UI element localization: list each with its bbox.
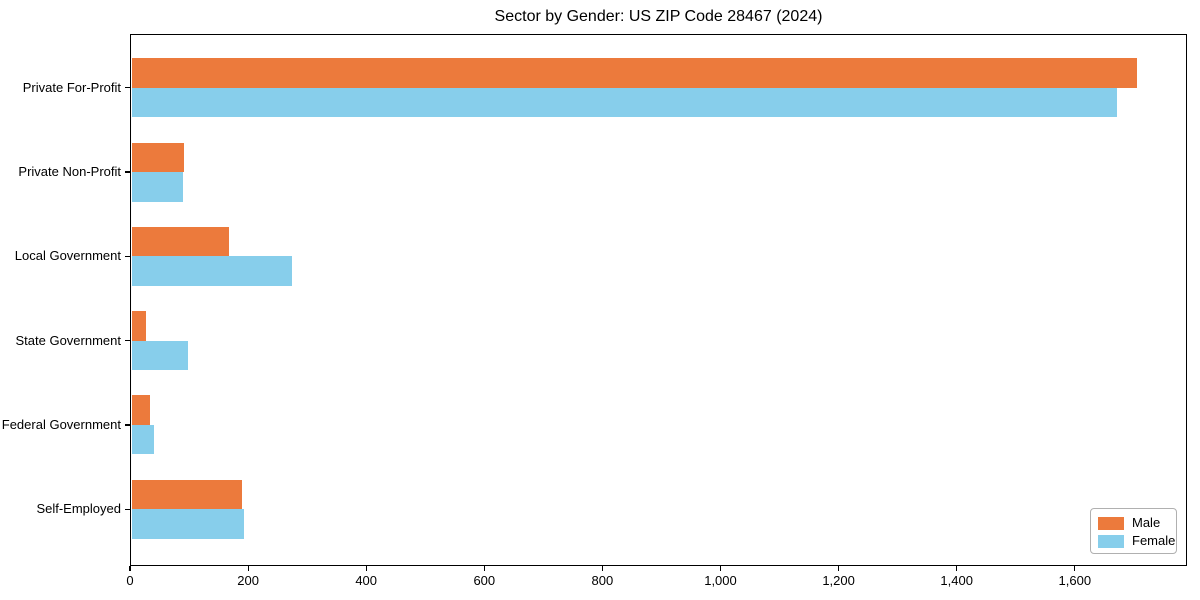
y-tick-mark	[125, 171, 130, 173]
x-tick-mark	[956, 566, 958, 571]
y-tick-mark	[125, 255, 130, 257]
bar-male-3	[131, 226, 229, 257]
legend-label-female: Female	[1132, 533, 1176, 548]
x-tick-label: 1,400	[940, 573, 973, 588]
y-tick-label: Private Non-Profit	[18, 164, 121, 180]
x-tick-mark	[838, 566, 840, 571]
x-tick-label: 0	[126, 573, 134, 588]
bar-male-2	[131, 142, 184, 173]
bar-female-5	[131, 424, 154, 455]
y-tick-label: State Government	[15, 332, 122, 348]
bar-male-5	[131, 395, 151, 425]
bar-male-1	[131, 58, 1137, 88]
legend-swatch-female	[1098, 534, 1124, 548]
x-tick-mark	[483, 566, 485, 571]
x-tick-label: 800	[591, 573, 614, 588]
legend-swatch-male	[1098, 516, 1124, 530]
x-tick-mark	[601, 566, 603, 571]
chart-title: Sector by Gender: US ZIP Code 28467 (202…	[494, 8, 823, 25]
bar-male-4	[131, 311, 146, 341]
y-tick-label: Private For-Profit	[22, 79, 121, 95]
plot-area	[130, 34, 1187, 566]
x-tick-mark	[247, 566, 249, 571]
x-tick-label: 600	[473, 573, 496, 588]
x-tick-label: 1,200	[822, 573, 855, 588]
y-tick-label: Federal Government	[1, 416, 121, 432]
bar-female-1	[131, 87, 1118, 118]
y-tick-mark	[125, 508, 130, 510]
x-tick-label: 1,000	[704, 573, 737, 588]
y-tick-mark	[125, 340, 130, 342]
x-tick-label: 1,600	[1058, 573, 1092, 588]
legend-label-male: Male	[1132, 515, 1161, 530]
bar-female-2	[131, 172, 184, 202]
x-tick-mark	[129, 566, 131, 571]
y-tick-label: Local Government	[14, 248, 121, 264]
legend-item-female: Female	[1098, 532, 1176, 550]
bar-female-3	[131, 256, 293, 286]
x-tick-mark	[719, 566, 722, 571]
x-tick-mark	[365, 566, 367, 571]
bar-male-6	[131, 479, 242, 510]
x-tick-label: 400	[355, 573, 378, 588]
x-tick-label: 200	[237, 573, 259, 588]
legend: Male Female	[1090, 508, 1177, 554]
x-tick-mark	[1074, 566, 1076, 571]
bar-female-6	[131, 509, 244, 539]
y-tick-mark	[125, 87, 130, 89]
y-tick-mark	[125, 424, 130, 426]
y-tick-label: Self-Employed	[36, 501, 121, 517]
legend-item-male: Male	[1098, 514, 1176, 532]
bar-female-4	[131, 340, 188, 371]
